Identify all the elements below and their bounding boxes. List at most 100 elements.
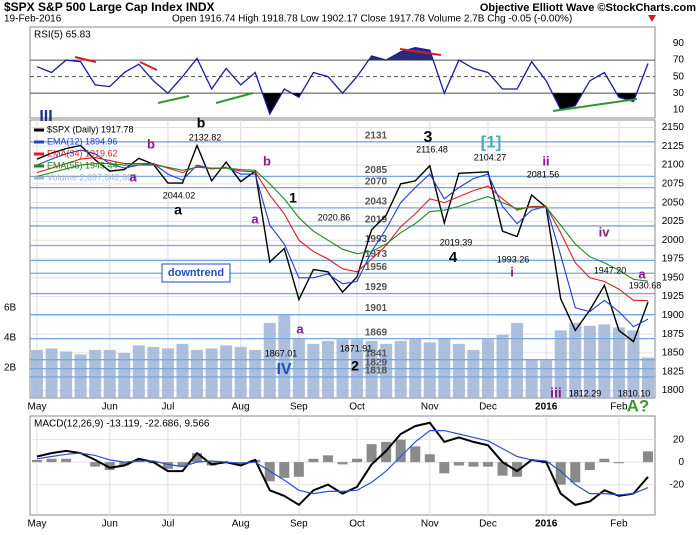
fib-level-label: 2070 [365,176,388,187]
y-tick-label: 1925 [662,291,685,302]
volume-bar [554,330,567,398]
legend-swatch [34,140,44,144]
fib-level-label: 2019 [365,215,388,226]
annotation: iv [599,224,611,239]
trend-line [74,56,97,63]
y-tick-label: 2075 [662,179,685,190]
date: 19-Feb-2016 [4,14,62,25]
annotation: 1947.20 [594,265,627,275]
y-tick-label: 90 [673,38,685,49]
annotation: b [197,115,206,131]
panel [29,415,656,516]
volume-bar [60,351,73,398]
fib-level-label: 1818 [365,366,388,377]
annotation: 1867.01 [265,348,298,358]
volume-bar [220,345,233,398]
x-tick-label: Aug [232,402,250,413]
annotation: 2 [351,358,359,374]
x-tick-label: Feb [610,519,628,530]
y2-tick-label: 6B [4,302,17,313]
volume-bar [89,349,102,398]
histogram-bar [192,453,203,463]
annotation: b [263,153,271,168]
histogram-bar [293,462,304,477]
source: Objective Elliott Wave ©StockCharts.com [480,2,696,14]
annotation: 3 [424,129,433,146]
trend-line [139,61,158,71]
y-tick-label: 30 [673,88,685,99]
volume-bar [176,343,189,398]
y-tick-label: 1900 [662,310,685,321]
macd-line [36,421,649,507]
volume-bar [525,358,538,398]
x-tick-label: Oct [349,519,365,530]
x-tick-label: May [28,519,47,530]
fib-level-label: 1901 [365,303,388,314]
x-tick-label: Jun [102,519,118,530]
quote: Open 1916.74 High 1918.78 Low 1902.17 Cl… [172,14,572,25]
annotation-box [161,263,231,283]
histogram-bar [279,462,290,478]
legend-swatch [34,128,44,132]
volume-bar [103,349,116,398]
x-tick-label: Aug [232,519,250,530]
fib-level-label: 2085 [365,165,388,176]
annotation: 4 [449,249,458,266]
histogram-bar [643,451,653,463]
volume-bar [132,345,145,398]
volume-bar [307,343,320,398]
trend-line [157,95,190,104]
volume-bar [569,322,582,398]
annotation: a [638,266,646,281]
volume-bar [118,352,131,398]
histogram-bar [424,454,435,463]
histogram-bar [46,458,57,463]
annotation: a [251,211,259,226]
annotation: 1930.68 [629,280,662,290]
fib-level-label: 2131 [365,130,388,141]
fib-level-label: 1841 [365,348,388,359]
volume-bar [540,360,553,398]
volume-bar [394,340,407,398]
volume-bar [249,349,262,398]
y-tick-label: 1950 [662,272,685,283]
panel-title: RSI(5) 65.83 [34,30,91,41]
annotation: 1812.29 [569,388,602,398]
y2-tick-label: 2B [4,363,17,374]
histogram-bar [584,462,595,470]
rsi-line [36,47,649,116]
x-tick-label: Sep [290,519,308,530]
annotation: IV [276,361,291,378]
legend-swatch [34,164,44,168]
y-tick-label: 10 [673,104,685,115]
annotation: 2116.48 [416,144,448,154]
volume-bar [263,322,276,398]
histogram-bar [512,462,523,477]
annotation: i [510,264,514,279]
volume-bar [74,354,87,398]
annotation: 2132.82 [189,132,222,142]
fib-level-label: 1956 [365,262,388,273]
y-tick-label: 1800 [662,385,685,396]
histogram-bar [468,462,479,467]
x-tick-label: Oct [349,402,365,413]
legend-label: EMA(55) 1945.44 [47,160,118,170]
annotation: 2019.39 [440,237,473,247]
chart-title: $SPX S&P 500 Large Cap Index INDX [4,0,215,14]
annotation: III [39,108,52,125]
volume-bar [438,337,451,398]
x-tick-label: Jul [162,519,175,530]
volume-bar [31,349,43,398]
histogram-bar [32,459,42,463]
y-tick-label: 70 [673,55,685,66]
annotation: 1993.26 [497,254,530,264]
volume-bar [321,340,334,398]
y-tick-label: 2025 [662,216,685,227]
annotation: a [129,169,137,184]
volume-bar [496,334,509,398]
annotation: b [147,136,155,151]
y-tick-label: 20 [673,434,685,445]
histogram-bar [366,444,377,463]
macd-line [36,430,649,496]
x-tick-label: 2016 [535,519,558,530]
